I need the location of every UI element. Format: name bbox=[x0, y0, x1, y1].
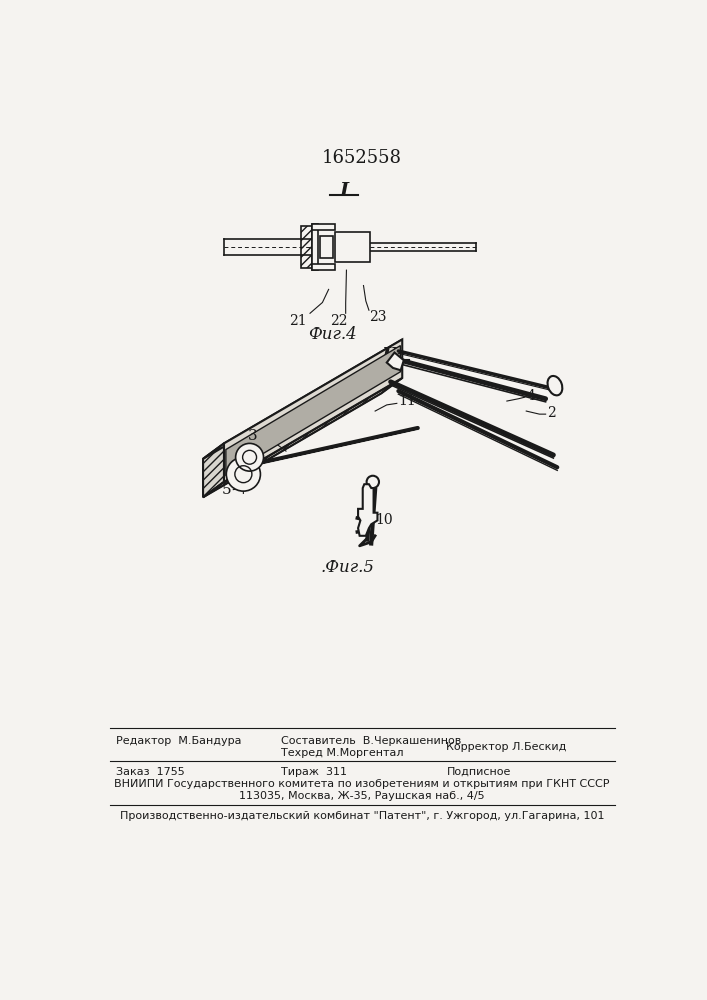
Circle shape bbox=[235, 443, 264, 471]
Text: 3: 3 bbox=[247, 429, 257, 443]
Bar bbox=[335, 232, 370, 262]
Text: Техред М.Моргентал: Техред М.Моргентал bbox=[281, 748, 403, 758]
Text: Фиг.4: Фиг.4 bbox=[308, 326, 357, 343]
Text: 1652558: 1652558 bbox=[322, 149, 402, 167]
Ellipse shape bbox=[547, 376, 562, 395]
Text: 11: 11 bbox=[398, 394, 416, 408]
Text: 10: 10 bbox=[375, 513, 393, 527]
Text: II: II bbox=[382, 347, 399, 365]
Text: 23: 23 bbox=[369, 310, 387, 324]
Text: ВНИИПИ Государственного комитета по изобретениям и открытиям при ГКНТ СССР: ВНИИПИ Государственного комитета по изоб… bbox=[115, 779, 609, 789]
Text: 22: 22 bbox=[330, 314, 347, 328]
Polygon shape bbox=[226, 346, 400, 476]
Polygon shape bbox=[203, 339, 402, 459]
Text: Заказ  1755: Заказ 1755 bbox=[115, 767, 185, 777]
Text: Составитель  В.Черкашенинов: Составитель В.Черкашенинов bbox=[281, 736, 461, 746]
Text: 2: 2 bbox=[547, 406, 556, 420]
Text: 5: 5 bbox=[222, 483, 232, 497]
Text: 4: 4 bbox=[526, 389, 535, 403]
Polygon shape bbox=[203, 443, 224, 497]
Text: Производственно-издательский комбинат "Патент", г. Ужгород, ул.Гагарина, 101: Производственно-издательский комбинат "П… bbox=[119, 811, 604, 821]
Bar bbox=[312, 224, 335, 230]
Bar bbox=[312, 224, 317, 270]
Circle shape bbox=[226, 457, 260, 491]
Ellipse shape bbox=[367, 476, 379, 488]
Text: I: I bbox=[339, 182, 349, 200]
Polygon shape bbox=[224, 339, 402, 482]
Text: Редактор  М.Бандура: Редактор М.Бандура bbox=[115, 736, 241, 746]
Text: .Фиг.5: .Фиг.5 bbox=[321, 559, 375, 576]
Text: Подписное: Подписное bbox=[446, 767, 510, 777]
Polygon shape bbox=[387, 353, 404, 370]
Text: Тираж  311: Тираж 311 bbox=[281, 767, 346, 777]
Bar bbox=[320, 236, 332, 258]
Text: 113035, Москва, Ж-35, Раушская наб., 4/5: 113035, Москва, Ж-35, Раушская наб., 4/5 bbox=[239, 791, 485, 801]
Polygon shape bbox=[358, 484, 378, 536]
Text: Корректор Л.Бескид: Корректор Л.Бескид bbox=[446, 742, 567, 752]
Text: 21: 21 bbox=[289, 314, 306, 328]
Bar bbox=[312, 264, 335, 270]
Bar bbox=[300, 226, 312, 268]
Polygon shape bbox=[203, 378, 402, 497]
